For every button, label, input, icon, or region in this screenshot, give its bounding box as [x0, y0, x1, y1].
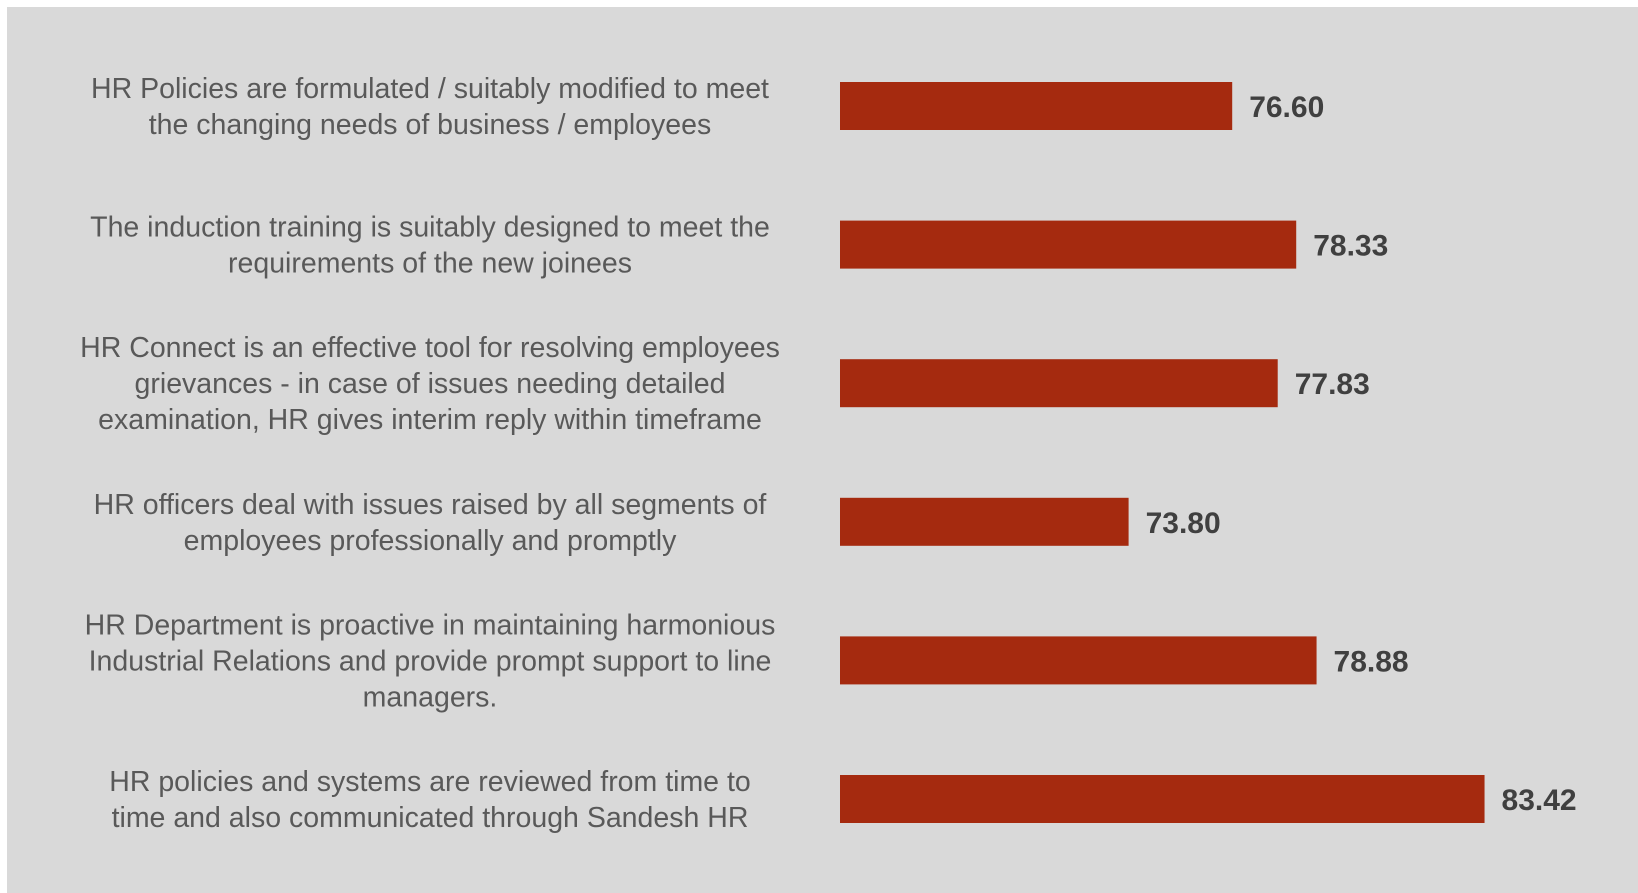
category-label-6: HR policies and systems are reviewed fro… [109, 766, 750, 834]
category-label-5: HR Department is proactive in maintainin… [85, 609, 776, 713]
category-label-line: time and also communicated through Sande… [112, 802, 749, 834]
category-label-line: the changing needs of business / employe… [149, 109, 711, 141]
category-label-line: HR Policies are formulated / suitably mo… [91, 73, 769, 105]
value-label-6: 83.42 [1502, 784, 1577, 817]
category-label-line: grievances - in case of issues needing d… [135, 368, 726, 400]
category-label-1: HR Policies are formulated / suitably mo… [91, 73, 769, 141]
bar-5 [840, 636, 1317, 685]
category-label-line: managers. [363, 681, 498, 713]
category-label-line: HR Department is proactive in maintainin… [85, 609, 776, 641]
category-label-line: employees professionally and promptly [184, 525, 677, 557]
value-label-1: 76.60 [1249, 91, 1324, 124]
bar-2 [840, 220, 1297, 269]
category-label-line: requirements of the new joinees [228, 248, 632, 280]
chart-panel [7, 7, 1638, 893]
bar-6 [840, 775, 1485, 823]
value-label-5: 78.88 [1334, 645, 1409, 678]
category-label-3: HR Connect is an effective tool for reso… [80, 332, 780, 436]
bar-1 [840, 82, 1233, 130]
category-label-4: HR officers deal with issues raised by a… [94, 489, 767, 557]
category-label-2: The induction training is suitably desig… [90, 212, 770, 280]
category-label-line: HR Connect is an effective tool for reso… [80, 332, 780, 364]
value-label-2: 78.33 [1313, 230, 1388, 263]
value-label-4: 73.80 [1146, 507, 1221, 540]
value-label-3: 77.83 [1295, 368, 1370, 401]
category-label-line: Industrial Relations and provide prompt … [89, 645, 772, 677]
bar-3 [840, 359, 1278, 408]
category-label-line: examination, HR gives interim reply with… [98, 404, 762, 436]
category-label-line: HR officers deal with issues raised by a… [94, 489, 767, 521]
category-label-line: HR policies and systems are reviewed fro… [109, 766, 750, 798]
bar-4 [840, 497, 1129, 546]
category-label-line: The induction training is suitably desig… [90, 212, 770, 244]
